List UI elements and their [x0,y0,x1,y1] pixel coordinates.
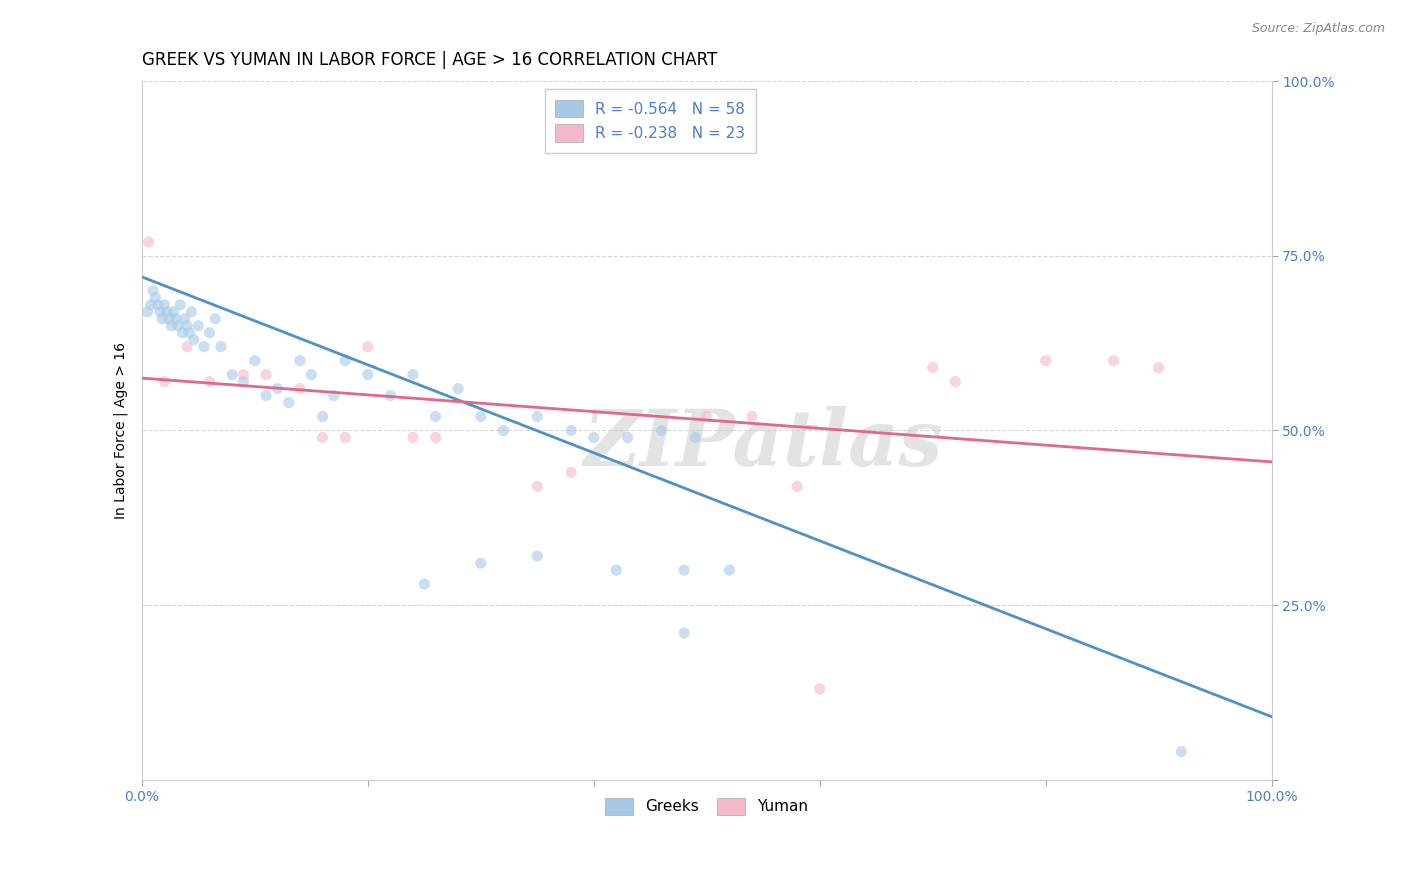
Point [1035,353,1057,368]
Point [209,340,232,354]
Point [169,298,191,312]
Point [492,424,515,438]
Point [673,563,696,577]
Text: ZIPatlas: ZIPatlas [583,406,943,483]
Point [146,298,169,312]
Point [187,318,209,333]
Point [176,318,198,333]
Point [425,409,447,424]
Point [718,563,741,577]
Point [150,311,173,326]
Point [786,479,808,493]
Point [470,409,492,424]
Point [357,340,380,354]
Point [402,368,425,382]
Point [288,353,311,368]
Point [167,318,190,333]
Point [179,326,201,340]
Point [180,305,202,319]
Point [808,681,831,696]
Point [153,375,176,389]
Legend: Greeks, Yuman: Greeks, Yuman [596,789,817,824]
Point [266,382,288,396]
Point [357,368,380,382]
Point [165,311,187,326]
Text: GREEK VS YUMAN IN LABOR FORCE | AGE > 16 CORRELATION CHART: GREEK VS YUMAN IN LABOR FORCE | AGE > 16… [142,51,717,69]
Point [136,305,159,319]
Point [172,326,194,340]
Point [232,368,254,382]
Point [138,235,160,249]
Point [335,353,357,368]
Point [447,382,470,396]
Point [413,577,436,591]
Y-axis label: In Labor Force | Age > 16: In Labor Force | Age > 16 [114,342,128,519]
Point [526,409,548,424]
Point [232,375,254,389]
Point [311,430,333,444]
Point [221,368,243,382]
Point [380,388,402,402]
Point [173,311,195,326]
Point [198,326,221,340]
Point [685,430,707,444]
Point [288,382,311,396]
Point [193,340,215,354]
Point [254,388,277,402]
Point [243,353,266,368]
Point [605,563,627,577]
Point [142,284,165,298]
Point [277,395,299,409]
Point [149,305,172,319]
Text: Source: ZipAtlas.com: Source: ZipAtlas.com [1251,22,1385,36]
Point [741,409,763,424]
Point [254,368,277,382]
Point [139,298,162,312]
Point [582,430,605,444]
Point [322,388,344,402]
Point [183,333,205,347]
Point [311,409,333,424]
Point [560,466,582,480]
Point [176,340,198,354]
Point [560,424,582,438]
Point [153,298,176,312]
Point [335,430,357,444]
Point [160,318,183,333]
Point [921,360,943,375]
Point [943,375,966,389]
Point [470,556,492,570]
Point [1170,745,1192,759]
Point [402,430,425,444]
Point [526,549,548,564]
Point [425,430,447,444]
Point [198,375,221,389]
Point [157,311,180,326]
Point [162,305,184,319]
Point [299,368,322,382]
Point [526,479,548,493]
Point [673,626,696,640]
Point [145,291,167,305]
Point [1147,360,1170,375]
Point [616,430,638,444]
Point [696,409,718,424]
Point [651,424,673,438]
Point [1102,353,1125,368]
Point [204,311,226,326]
Point [156,305,179,319]
